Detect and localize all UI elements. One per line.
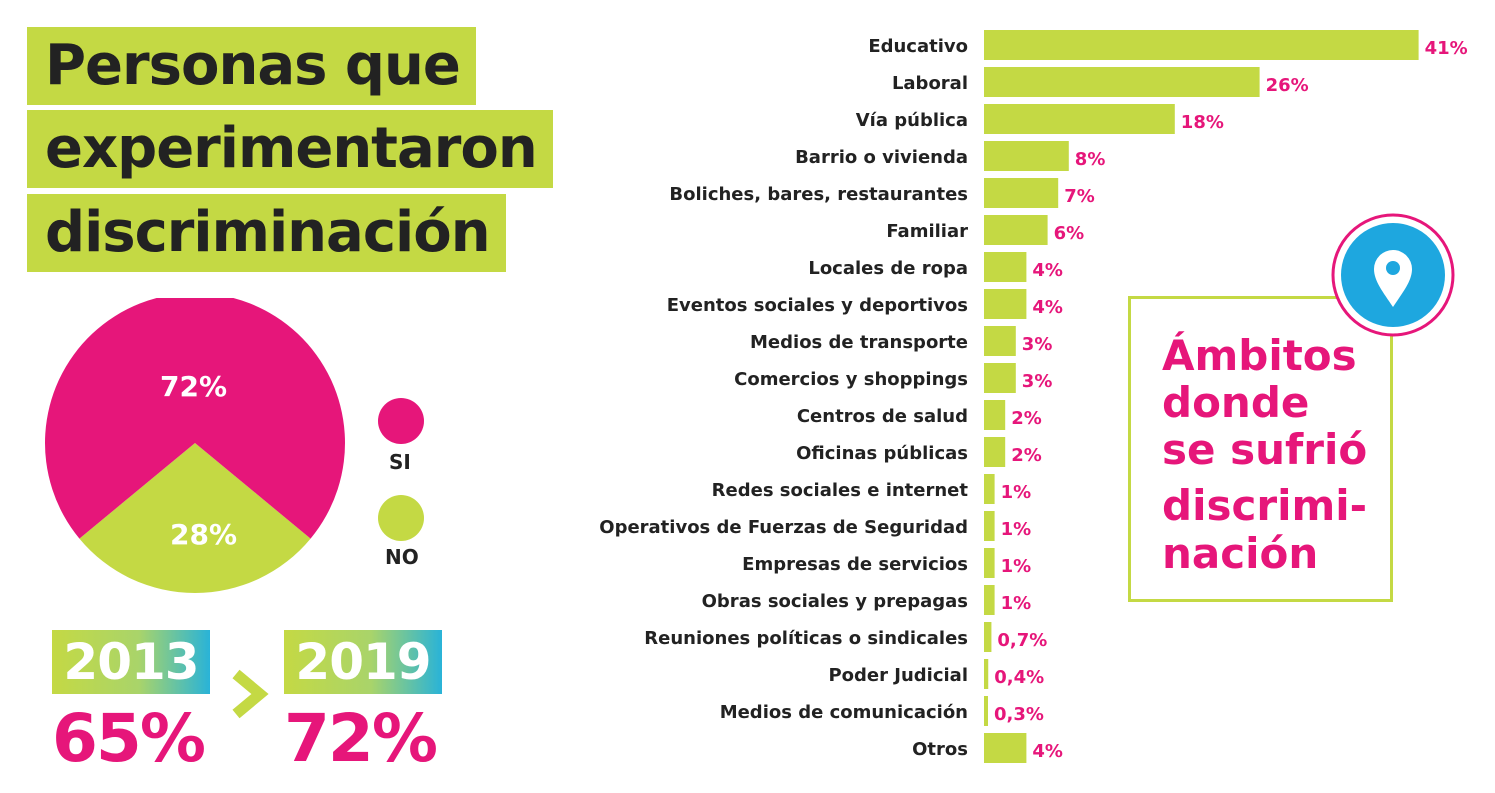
category-label: Locales de ropa — [808, 258, 968, 279]
title-line-1: Personas que — [27, 27, 476, 105]
category-label: Otros — [912, 739, 968, 760]
bar — [984, 511, 995, 541]
category-label: Medios de transporte — [750, 332, 968, 353]
category-label: Educativo — [868, 36, 968, 57]
category-label: Eventos sociales y deportivos — [667, 295, 968, 316]
pie-label-no: 28% — [170, 518, 238, 551]
category-label: Poder Judicial — [828, 665, 968, 686]
ambitos-box — [1128, 296, 1393, 602]
category-label: Laboral — [892, 73, 968, 94]
bar — [984, 178, 1059, 208]
value-label: 4% — [1032, 297, 1063, 318]
bar — [984, 67, 1260, 97]
bar — [984, 363, 1016, 393]
bar — [984, 696, 988, 726]
category-label: Barrio o vivienda — [795, 147, 968, 168]
value-label: 1% — [1001, 482, 1032, 503]
category-label: Centros de salud — [797, 406, 968, 427]
legend-no-dot — [378, 495, 424, 541]
value-label: 6% — [1054, 223, 1085, 244]
ambitos-line-5: nación — [1162, 529, 1319, 578]
category-label: Obras sociales y prepagas — [702, 591, 968, 612]
bar — [984, 400, 1006, 430]
value-label: 1% — [1001, 519, 1032, 540]
bar — [984, 622, 992, 652]
value-label: 2% — [1011, 408, 1042, 429]
category-label: Familiar — [886, 221, 968, 242]
value-label: 4% — [1032, 260, 1063, 281]
pct-2019: 72% — [284, 700, 438, 777]
value-label: 1% — [1001, 556, 1032, 577]
title-line-2: experimentaron — [27, 110, 553, 188]
category-label: Reuniones políticas o sindicales — [644, 628, 968, 649]
bar — [984, 104, 1175, 134]
legend-si-label: SI — [389, 450, 411, 474]
category-label: Boliches, bares, restaurantes — [669, 184, 968, 205]
value-label: 7% — [1064, 186, 1095, 207]
legend-no-label: NO — [385, 545, 419, 569]
ambitos-line-1: Ámbitos — [1162, 331, 1357, 380]
year-2013-box: 2013 — [52, 630, 210, 694]
value-label: 0,7% — [997, 630, 1047, 651]
value-label: 2% — [1011, 445, 1042, 466]
value-label: 0,4% — [994, 667, 1044, 688]
category-label: Oficinas públicas — [796, 443, 968, 464]
discrimination-pie-chart — [45, 298, 345, 593]
value-label: 18% — [1181, 112, 1224, 133]
category-label: Operativos de Fuerzas de Seguridad — [599, 517, 968, 538]
bar — [984, 252, 1027, 282]
pie-slice-si — [45, 298, 345, 539]
bar — [984, 141, 1069, 171]
category-label: Vía pública — [856, 110, 968, 131]
chevron-right-icon — [232, 669, 269, 719]
map-pin-icon — [1331, 213, 1455, 337]
value-label: 26% — [1266, 75, 1309, 96]
value-label: 41% — [1425, 38, 1468, 59]
category-label: Medios de comunicación — [720, 702, 968, 723]
year-2019-box: 2019 — [284, 630, 442, 694]
pct-2013: 65% — [52, 700, 206, 777]
category-label: Empresas de servicios — [742, 554, 968, 575]
bar — [984, 659, 989, 689]
bar — [984, 215, 1048, 245]
value-label: 0,3% — [994, 704, 1044, 725]
ambitos-line-3: se sufrió — [1162, 425, 1368, 474]
value-label: 3% — [1022, 334, 1053, 355]
bar — [984, 437, 1006, 467]
value-label: 1% — [1001, 593, 1032, 614]
value-label: 8% — [1075, 149, 1106, 170]
value-label: 4% — [1032, 741, 1063, 762]
bar — [984, 30, 1419, 60]
pie-slice-no — [79, 443, 311, 593]
pie-label-si: 72% — [160, 370, 228, 403]
bar — [984, 585, 995, 615]
category-label: Redes sociales e internet — [712, 480, 969, 501]
bar — [984, 289, 1027, 319]
ambitos-line-2: donde — [1162, 378, 1310, 427]
legend-si-dot — [378, 398, 424, 444]
bar — [984, 733, 1027, 763]
bar — [984, 474, 995, 504]
bar — [984, 326, 1016, 356]
bar — [984, 548, 995, 578]
value-label: 3% — [1022, 371, 1053, 392]
category-label: Comercios y shoppings — [734, 369, 968, 390]
ambitos-line-4: discrimi- — [1162, 481, 1368, 530]
title-line-3: discriminación — [27, 194, 506, 272]
